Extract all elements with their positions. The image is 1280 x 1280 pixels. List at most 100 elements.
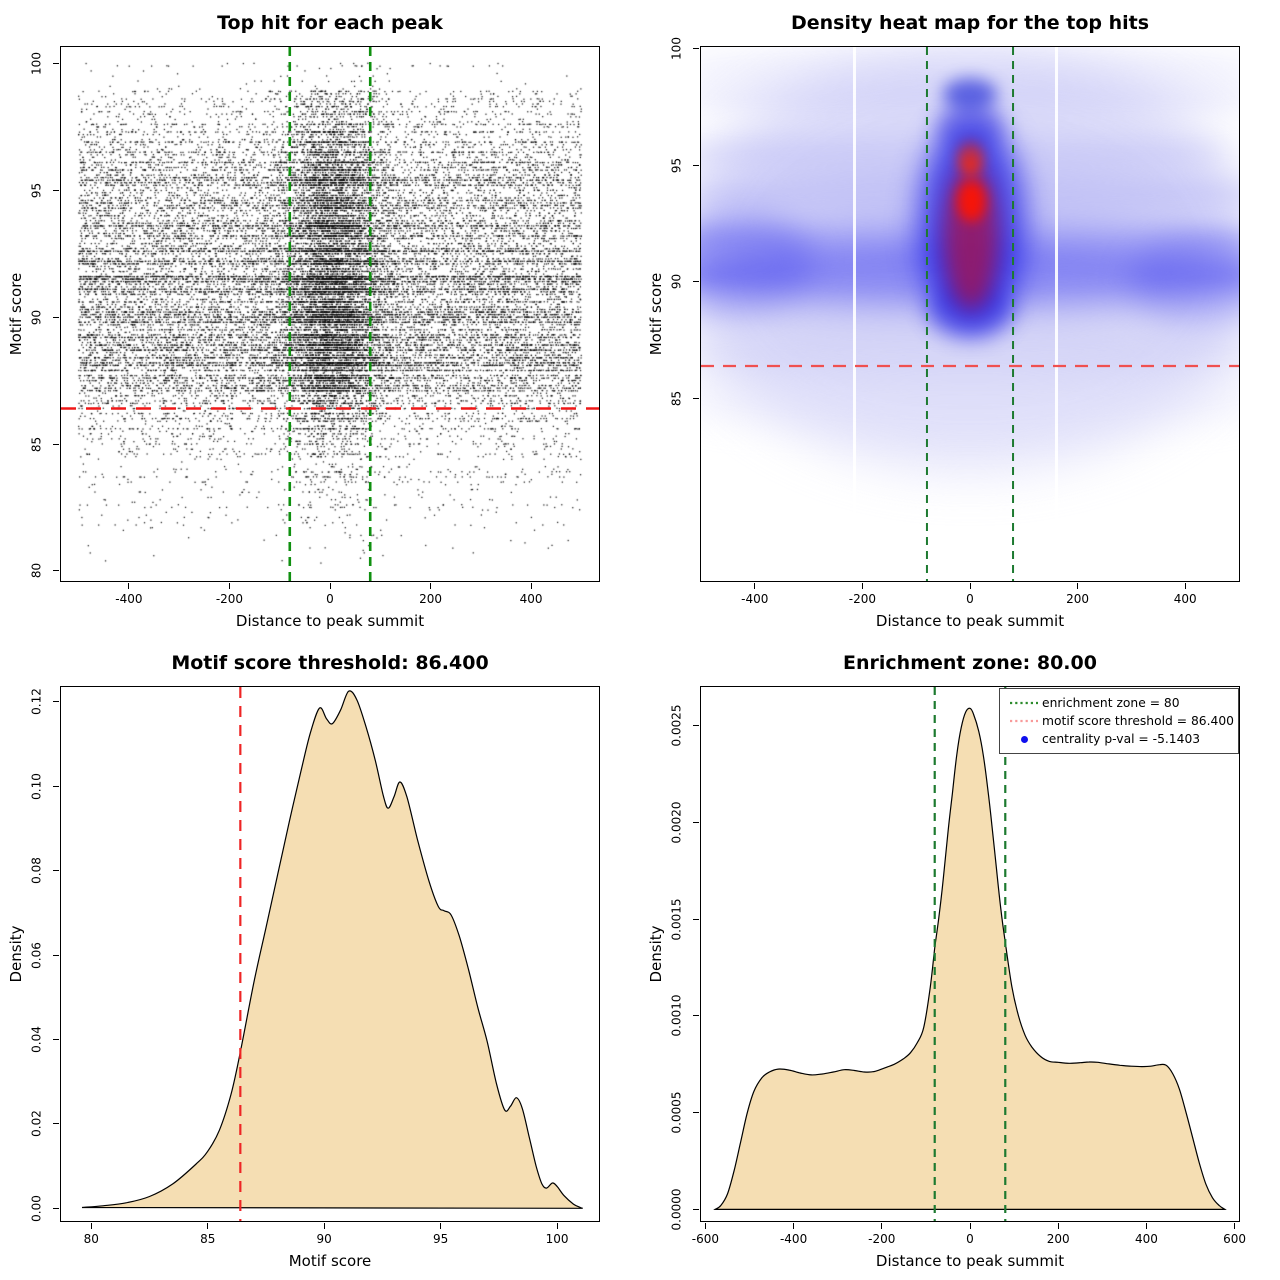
x-tick-label: -200 xyxy=(848,591,876,606)
x-tick-label: -400 xyxy=(115,591,143,606)
reference-lines-overlay xyxy=(713,687,1227,1221)
panel-title: Density heat map for the top hits xyxy=(790,12,1150,34)
x-axis-label: Distance to peak summit xyxy=(875,1252,1065,1270)
y-tick-mark xyxy=(693,1112,699,1114)
score-density-plot-area xyxy=(60,686,600,1222)
x-tick-mark xyxy=(881,1223,883,1229)
panel-title: Top hit for each peak xyxy=(217,12,443,34)
panel-motif-score-density: Motif score threshold: 86.400 Motif scor… xyxy=(0,640,640,1280)
legend-entry: motif score threshold = 86.400 xyxy=(1006,712,1234,730)
y-tick-label: 0.10 xyxy=(29,772,43,800)
y-tick-label: 90 xyxy=(669,274,683,290)
y-tick-mark xyxy=(693,281,699,283)
legend-label: motif score threshold = 86.400 xyxy=(1042,714,1234,728)
legend-dot-icon xyxy=(1006,735,1042,743)
x-tick-mark xyxy=(90,1223,92,1229)
x-tick-mark xyxy=(207,1223,209,1229)
x-axis-label: Distance to peak summit xyxy=(235,612,425,630)
y-tick-label: 80 xyxy=(29,563,43,579)
x-tick-mark xyxy=(228,583,230,589)
x-tick-mark xyxy=(329,583,331,589)
x-tick-label: 200 xyxy=(419,591,442,606)
y-tick-mark xyxy=(53,701,59,703)
y-tick-mark xyxy=(53,62,59,64)
y-axis-label: Motif score xyxy=(647,272,665,356)
heatmap-density-blob-4 xyxy=(1128,235,1239,324)
panel-distance-density: Enrichment zone: 80.00 Distance to peak … xyxy=(640,640,1280,1280)
reference-lines-overlay xyxy=(701,47,1239,581)
heatmap-density-blob-19 xyxy=(943,77,997,110)
x-tick-mark xyxy=(1057,1223,1059,1229)
kde-grid-white-line xyxy=(852,47,856,581)
heatmap-density-blob-16 xyxy=(956,180,986,223)
x-tick-mark xyxy=(704,1223,706,1229)
x-tick-label: 400 xyxy=(1134,1231,1158,1246)
x-tick-label: -400 xyxy=(741,591,769,606)
x-tick-mark xyxy=(1145,1223,1147,1229)
y-tick-mark xyxy=(693,918,699,920)
x-tick-mark xyxy=(323,1223,325,1229)
distance-density-plot-area xyxy=(700,686,1240,1222)
x-tick-mark xyxy=(861,583,863,589)
y-tick-label: 85 xyxy=(669,391,683,407)
y-tick-mark xyxy=(53,1207,59,1209)
density-curve xyxy=(713,707,1227,1210)
scatter-points-canvas xyxy=(61,47,599,581)
y-tick-label: 0.0025 xyxy=(669,704,683,747)
y-tick-mark xyxy=(53,870,59,872)
x-axis-label: Motif score xyxy=(288,1252,372,1270)
y-tick-label: 95 xyxy=(29,182,43,198)
reference-lines-overlay xyxy=(61,47,599,581)
x-tick-label: 80 xyxy=(83,1231,99,1246)
x-tick-mark xyxy=(430,583,432,589)
x-tick-label: -200 xyxy=(868,1231,896,1246)
y-tick-label: 0.00 xyxy=(29,1194,43,1222)
x-tick-mark xyxy=(969,583,971,589)
x-tick-label: -400 xyxy=(779,1231,808,1246)
y-tick-mark xyxy=(693,725,699,727)
legend-label: enrichment zone = 80 xyxy=(1042,696,1180,710)
y-tick-mark xyxy=(53,316,59,318)
y-tick-mark xyxy=(53,954,59,956)
y-tick-label: 0.06 xyxy=(29,941,43,969)
y-tick-label: 0.0015 xyxy=(669,898,683,941)
y-tick-label: 0.0000 xyxy=(669,1188,683,1231)
centrality-dot xyxy=(1020,735,1028,743)
y-tick-label: 95 xyxy=(669,157,683,173)
x-tick-label: 400 xyxy=(1173,591,1197,606)
heatmap-density-blob-11 xyxy=(701,368,1239,430)
x-axis-label: Distance to peak summit xyxy=(875,612,1065,630)
x-tick-label: 85 xyxy=(200,1231,216,1246)
x-tick-mark xyxy=(1077,583,1079,589)
y-tick-label: 0.12 xyxy=(29,688,43,716)
y-axis-label: Density xyxy=(647,925,665,983)
x-tick-mark xyxy=(793,1223,795,1229)
y-tick-label: 85 xyxy=(29,436,43,452)
x-tick-label: 200 xyxy=(1046,1231,1070,1246)
panel-title: Motif score threshold: 86.400 xyxy=(171,652,489,674)
y-tick-label: 0.04 xyxy=(29,1026,43,1053)
y-tick-label: 100 xyxy=(669,36,683,60)
x-tick-label: -600 xyxy=(691,1231,720,1246)
plot-legend: enrichment zone = 80 motif score threshol… xyxy=(999,688,1239,754)
kde-grid-white-line xyxy=(1054,47,1058,581)
legend-dotted-line-icon xyxy=(1006,700,1042,706)
legend-entry: centrality p-val = -5.1403 xyxy=(1006,730,1232,748)
x-tick-label: 0 xyxy=(966,591,974,606)
density-curve xyxy=(81,690,583,1209)
x-tick-mark xyxy=(969,1223,971,1229)
y-tick-mark xyxy=(693,1015,699,1017)
y-tick-mark xyxy=(53,1038,59,1040)
scatter-plot-area xyxy=(60,46,600,582)
y-tick-label: 0.08 xyxy=(29,857,43,884)
y-tick-mark xyxy=(693,821,699,823)
x-tick-mark xyxy=(530,583,532,589)
x-tick-label: 90 xyxy=(316,1231,332,1246)
y-tick-mark xyxy=(53,443,59,445)
heatmap-plot-area xyxy=(700,46,1240,582)
y-tick-label: 0.0020 xyxy=(669,801,683,844)
x-tick-label: 400 xyxy=(519,591,543,606)
x-tick-label: 0 xyxy=(966,1231,974,1246)
panel-title: Enrichment zone: 80.00 xyxy=(843,652,1097,674)
